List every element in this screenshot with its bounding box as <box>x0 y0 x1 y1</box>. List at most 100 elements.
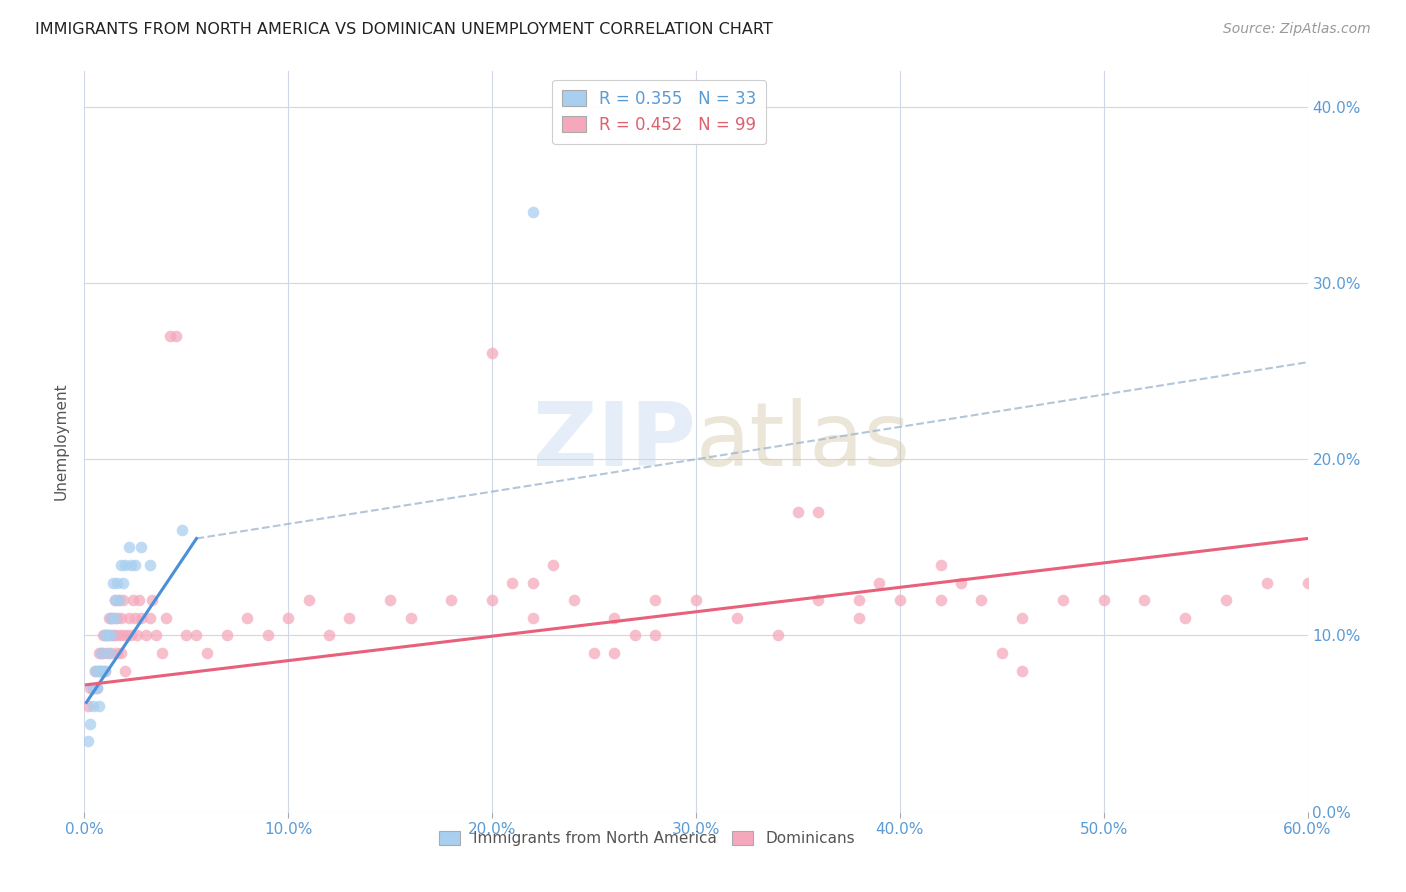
Point <box>1052 593 1074 607</box>
Point <box>82 681 104 696</box>
Point <box>124 558 146 572</box>
Point <box>115 628 138 642</box>
Point <box>100 628 122 642</box>
Point <box>889 593 911 607</box>
Point <box>82 698 104 713</box>
Point <box>138 611 160 625</box>
Point <box>112 628 135 642</box>
Point <box>298 593 321 607</box>
Point <box>145 628 167 642</box>
Point <box>114 558 136 572</box>
Point <box>93 628 115 642</box>
Point <box>96 628 118 642</box>
Point <box>128 593 150 607</box>
Point <box>1256 575 1278 590</box>
Point <box>93 628 115 642</box>
Point <box>112 593 135 607</box>
Point <box>112 575 135 590</box>
Point <box>108 593 131 607</box>
Point <box>522 205 544 219</box>
Point <box>440 593 463 607</box>
Point <box>79 681 101 696</box>
Point <box>150 646 173 660</box>
Point <box>90 646 112 660</box>
Point <box>93 664 115 678</box>
Point <box>124 611 146 625</box>
Point <box>339 611 361 625</box>
Text: IMMIGRANTS FROM NORTH AMERICA VS DOMINICAN UNEMPLOYMENT CORRELATION CHART: IMMIGRANTS FROM NORTH AMERICA VS DOMINIC… <box>35 22 773 37</box>
Point <box>603 646 626 660</box>
Point <box>96 628 118 642</box>
Point <box>186 628 208 642</box>
Point <box>118 541 141 555</box>
Point <box>110 611 132 625</box>
Point <box>83 664 105 678</box>
Point <box>122 593 145 607</box>
Point <box>644 593 666 607</box>
Point <box>380 593 402 607</box>
Point <box>522 575 544 590</box>
Point <box>172 523 194 537</box>
Point <box>127 628 149 642</box>
Point <box>110 646 132 660</box>
Point <box>1174 611 1197 625</box>
Point <box>101 575 124 590</box>
Point <box>101 611 124 625</box>
Point <box>108 593 131 607</box>
Point <box>277 611 299 625</box>
Point <box>583 646 606 660</box>
Point <box>105 646 128 660</box>
Point <box>100 611 122 625</box>
Point <box>155 611 177 625</box>
Point <box>86 664 108 678</box>
Point <box>90 664 112 678</box>
Point <box>869 575 891 590</box>
Point <box>120 628 142 642</box>
Point <box>766 628 789 642</box>
Point <box>138 558 160 572</box>
Point <box>83 664 105 678</box>
Point <box>787 505 810 519</box>
Point <box>108 628 131 642</box>
Point <box>87 646 110 660</box>
Point <box>481 346 503 360</box>
Point <box>104 611 127 625</box>
Point <box>543 558 565 572</box>
Point <box>970 593 993 607</box>
Point <box>848 593 870 607</box>
Point <box>522 611 544 625</box>
Point <box>79 716 101 731</box>
Point <box>87 698 110 713</box>
Text: Source: ZipAtlas.com: Source: ZipAtlas.com <box>1223 22 1371 37</box>
Point <box>195 646 218 660</box>
Point <box>97 628 120 642</box>
Point <box>91 628 114 642</box>
Point <box>87 664 110 678</box>
Point <box>91 646 114 660</box>
Point <box>100 611 122 625</box>
Point <box>97 646 120 660</box>
Point <box>685 593 707 607</box>
Point <box>101 628 124 642</box>
Point <box>624 628 647 642</box>
Point <box>481 593 503 607</box>
Point <box>217 628 239 642</box>
Point <box>141 593 163 607</box>
Y-axis label: Unemployment: Unemployment <box>53 383 69 500</box>
Point <box>950 575 973 590</box>
Point <box>105 575 128 590</box>
Point <box>174 628 197 642</box>
Point <box>118 611 141 625</box>
Point <box>90 646 112 660</box>
Point <box>236 611 259 625</box>
Point <box>96 646 118 660</box>
Point <box>114 664 136 678</box>
Point <box>131 611 153 625</box>
Point <box>131 541 153 555</box>
Point <box>90 664 112 678</box>
Point <box>725 611 748 625</box>
Point <box>257 628 280 642</box>
Point <box>97 611 120 625</box>
Point <box>807 505 830 519</box>
Text: ZIP: ZIP <box>533 398 696 485</box>
